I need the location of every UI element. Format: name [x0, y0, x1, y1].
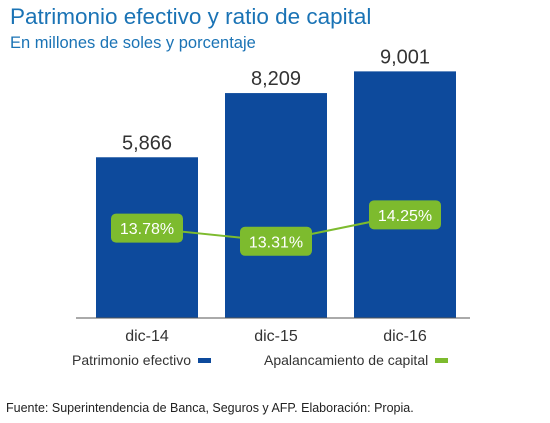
bar-dic-15	[225, 93, 327, 319]
ratio-point	[111, 213, 183, 243]
ratio-value-label: 13.78%	[120, 221, 174, 238]
legend-item-patrimonio: Patrimonio efectivo	[72, 351, 212, 369]
legend-item-apalancamiento: Apalancamiento de capital	[264, 351, 449, 369]
legend: Patrimonio efectivo Apalancamiento de ca…	[0, 351, 550, 373]
legend-label-apalancamiento: Apalancamiento de capital	[264, 352, 429, 369]
legend-swatch-apalancamiento	[435, 357, 449, 363]
ratio-value-label: 13.31%	[249, 234, 303, 251]
bar-dic-16	[354, 71, 456, 319]
ratio-point	[240, 226, 312, 256]
ratio-point	[369, 200, 441, 230]
ratio-value-label: 14.25%	[378, 208, 432, 225]
x-tick-label: dic-14	[125, 328, 169, 345]
legend-swatch-patrimonio	[198, 357, 212, 363]
legend-label-patrimonio: Patrimonio efectivo	[72, 352, 192, 369]
bar-value-label: 9,001	[380, 46, 430, 68]
bar-value-label: 8,209	[251, 68, 301, 90]
bar-value-label: 5,866	[122, 132, 172, 154]
x-tick-label: dic-16	[383, 328, 427, 345]
chart-subtitle: En millones de soles y porcentaje	[10, 34, 256, 52]
chart-title: Patrimonio efectivo y ratio de capital	[10, 4, 372, 29]
x-tick-label: dic-15	[254, 328, 298, 345]
source-note: Fuente: Superintendencia de Banca, Segur…	[6, 401, 414, 415]
